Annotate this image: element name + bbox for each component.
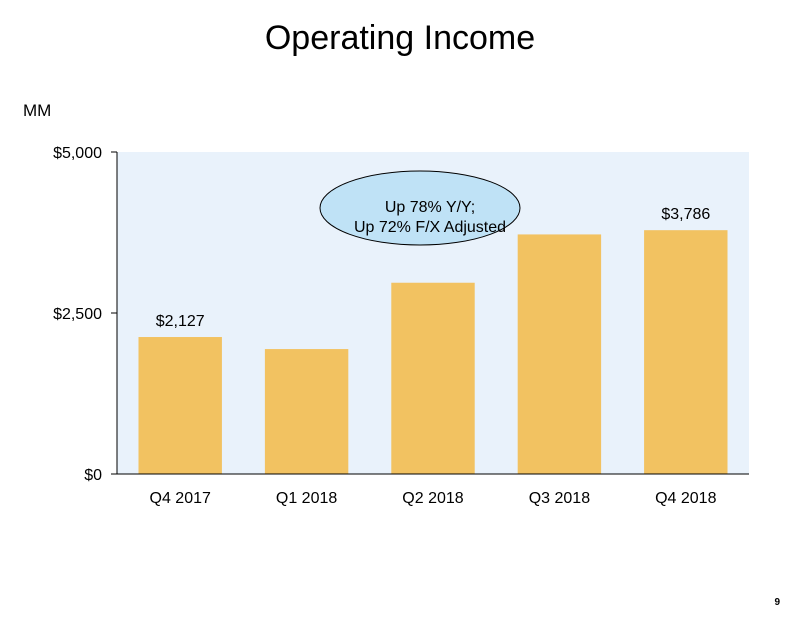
data-label: $2,127 <box>156 313 205 330</box>
callout-text: Up 78% Y/Y; Up 72% F/X Adjusted <box>320 198 540 238</box>
x-tick-label: Q4 2017 <box>150 490 211 507</box>
page-number: 9 <box>774 597 780 608</box>
bar-q4-2018 <box>644 230 728 474</box>
callout-line-2: Up 72% F/X Adjusted <box>353 219 507 236</box>
x-tick-label: Q3 2018 <box>529 490 590 507</box>
bar-q2-2018 <box>391 282 475 474</box>
y-tick-label: $5,000 <box>53 145 102 162</box>
unit-label: MM <box>23 101 52 120</box>
x-tick-label: Q1 2018 <box>276 490 337 507</box>
bar-q4-2017 <box>138 337 222 474</box>
bar-q1-2018 <box>264 349 349 474</box>
x-tick-label: Q2 2018 <box>402 490 463 507</box>
y-tick-label: $2,500 <box>53 306 102 323</box>
bar-q3-2018 <box>517 234 602 474</box>
data-label: $3,786 <box>661 206 710 223</box>
callout-bubble <box>319 170 521 246</box>
y-tick-label: $0 <box>84 467 102 484</box>
x-tick-label: Q4 2018 <box>655 490 716 507</box>
chart-title: Operating Income <box>264 19 536 57</box>
callout-line-1: Up 78% Y/Y; <box>384 199 476 216</box>
